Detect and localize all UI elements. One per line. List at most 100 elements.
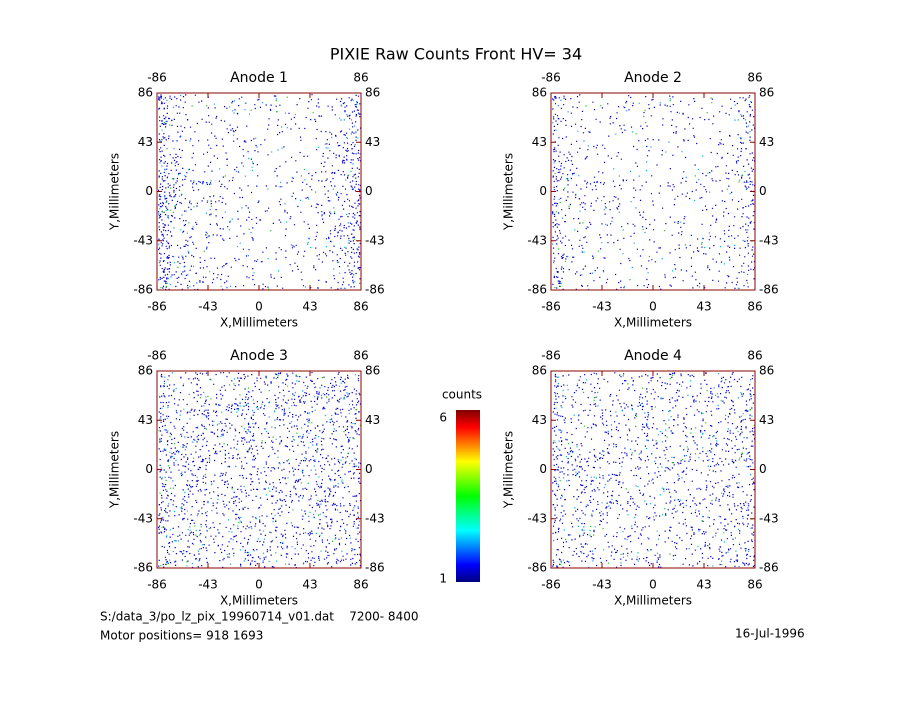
y-tick-label: -86 <box>133 561 153 575</box>
count-texture <box>159 98 359 288</box>
count-texture <box>158 94 361 291</box>
x-tick-label: 86 <box>747 578 762 592</box>
motor-label: Motor positions= 918 1693 <box>100 629 263 643</box>
x-tick-label-top: 86 <box>747 71 762 85</box>
y-tick-label-right: 86 <box>759 364 774 378</box>
y-axis-label: Y,Millimeters <box>502 431 516 509</box>
date-label: 16-Jul-1996 <box>735 627 805 641</box>
x-tick-label-top: -86 <box>147 71 167 85</box>
y-tick-label: -86 <box>527 561 547 575</box>
count-texture <box>159 372 359 565</box>
y-tick-label-right: 0 <box>759 462 767 476</box>
count-texture <box>552 372 756 568</box>
y-tick-label-right: 86 <box>759 86 774 100</box>
y-tick-label-right: 0 <box>365 462 373 476</box>
y-tick-label-right: 43 <box>365 413 380 427</box>
y-tick-label: 43 <box>138 413 153 427</box>
y-tick-label-right: -43 <box>759 511 779 525</box>
count-texture <box>554 97 753 289</box>
x-tick-label: 43 <box>696 578 711 592</box>
x-tick-label: 0 <box>255 578 263 592</box>
y-tick-label-right: -43 <box>759 233 779 247</box>
y-tick-label-right: -43 <box>365 511 385 525</box>
count-texture <box>552 98 755 291</box>
plot-frame <box>550 92 756 291</box>
plot-frame <box>550 370 756 569</box>
plot-frame <box>156 370 362 569</box>
x-axis-label: X,Millimeters <box>614 594 692 608</box>
y-tick-label: -43 <box>133 233 153 247</box>
count-texture <box>160 96 361 290</box>
colorbar-tick-label: 6 <box>439 411 447 425</box>
x-tick-label: -86 <box>147 578 167 592</box>
count-texture <box>158 374 361 567</box>
count-texture <box>555 374 755 566</box>
y-tick-label: -86 <box>527 283 547 297</box>
y-tick-label: -86 <box>133 283 153 297</box>
x-tick-label: -86 <box>147 300 167 314</box>
y-tick-label: 43 <box>532 413 547 427</box>
x-tick-label: 43 <box>696 300 711 314</box>
x-tick-label: -86 <box>541 578 561 592</box>
panel-title: Anode 3 <box>230 348 288 364</box>
y-tick-label: -43 <box>527 511 547 525</box>
x-tick-label-top: -86 <box>541 349 561 363</box>
x-axis-label: X,Millimeters <box>220 316 298 330</box>
y-tick-label-right: -86 <box>759 283 779 297</box>
x-tick-label: -43 <box>198 578 218 592</box>
x-tick-label-top: 86 <box>353 71 368 85</box>
y-tick-label-right: 0 <box>365 184 373 198</box>
count-texture <box>158 372 362 569</box>
y-tick-label-right: -86 <box>365 561 385 575</box>
y-tick-label-right: 43 <box>365 135 380 149</box>
y-tick-label: 86 <box>532 364 547 378</box>
colorbar <box>456 410 480 582</box>
panel-title: Anode 2 <box>624 70 682 86</box>
y-tick-label: 43 <box>532 135 547 149</box>
x-tick-label: 86 <box>747 300 762 314</box>
y-tick-label: -43 <box>527 233 547 247</box>
y-tick-label: 86 <box>138 86 153 100</box>
y-tick-label: -43 <box>133 511 153 525</box>
x-tick-label: -43 <box>592 300 612 314</box>
y-tick-label-right: -43 <box>365 233 385 247</box>
x-tick-label: 0 <box>255 300 263 314</box>
y-tick-label-right: 0 <box>759 184 767 198</box>
x-tick-label: -43 <box>592 578 612 592</box>
x-tick-label-top: 86 <box>353 349 368 363</box>
x-tick-label: 86 <box>353 578 368 592</box>
x-tick-label: -86 <box>541 300 561 314</box>
x-axis-label: X,Millimeters <box>614 316 692 330</box>
y-axis-label: Y,Millimeters <box>108 153 122 231</box>
y-tick-label-right: 43 <box>759 413 774 427</box>
x-tick-label-top: -86 <box>147 349 167 363</box>
x-tick-label: -43 <box>198 300 218 314</box>
count-texture <box>555 102 746 284</box>
plot-frame <box>156 92 362 291</box>
y-tick-label: 0 <box>539 462 547 476</box>
x-axis-label: X,Millimeters <box>220 594 298 608</box>
y-tick-label-right: -86 <box>759 561 779 575</box>
y-tick-label-right: 86 <box>365 364 380 378</box>
y-tick-label-right: 86 <box>365 86 380 100</box>
x-tick-label: 43 <box>302 300 317 314</box>
x-tick-label: 43 <box>302 578 317 592</box>
main-title: PIXIE Raw Counts Front HV= 34 <box>330 45 582 64</box>
y-tick-label: 0 <box>145 184 153 198</box>
file-label: S:/data_3/po_lz_pix_19960714_v01.dat 720… <box>100 610 418 624</box>
x-tick-label: 86 <box>353 300 368 314</box>
y-tick-label-right: -86 <box>365 283 385 297</box>
x-tick-label: 0 <box>649 300 657 314</box>
panel-title: Anode 1 <box>230 70 288 86</box>
y-tick-label: 43 <box>138 135 153 149</box>
y-tick-label: 0 <box>145 462 153 476</box>
count-texture <box>552 94 756 290</box>
colorbar-tick-label: 1 <box>439 572 447 586</box>
y-tick-label: 86 <box>138 364 153 378</box>
x-tick-label: 0 <box>649 578 657 592</box>
x-tick-label-top: 86 <box>747 349 762 363</box>
y-axis-label: Y,Millimeters <box>108 431 122 509</box>
y-axis-label: Y,Millimeters <box>502 153 516 231</box>
x-tick-label-top: -86 <box>541 71 561 85</box>
